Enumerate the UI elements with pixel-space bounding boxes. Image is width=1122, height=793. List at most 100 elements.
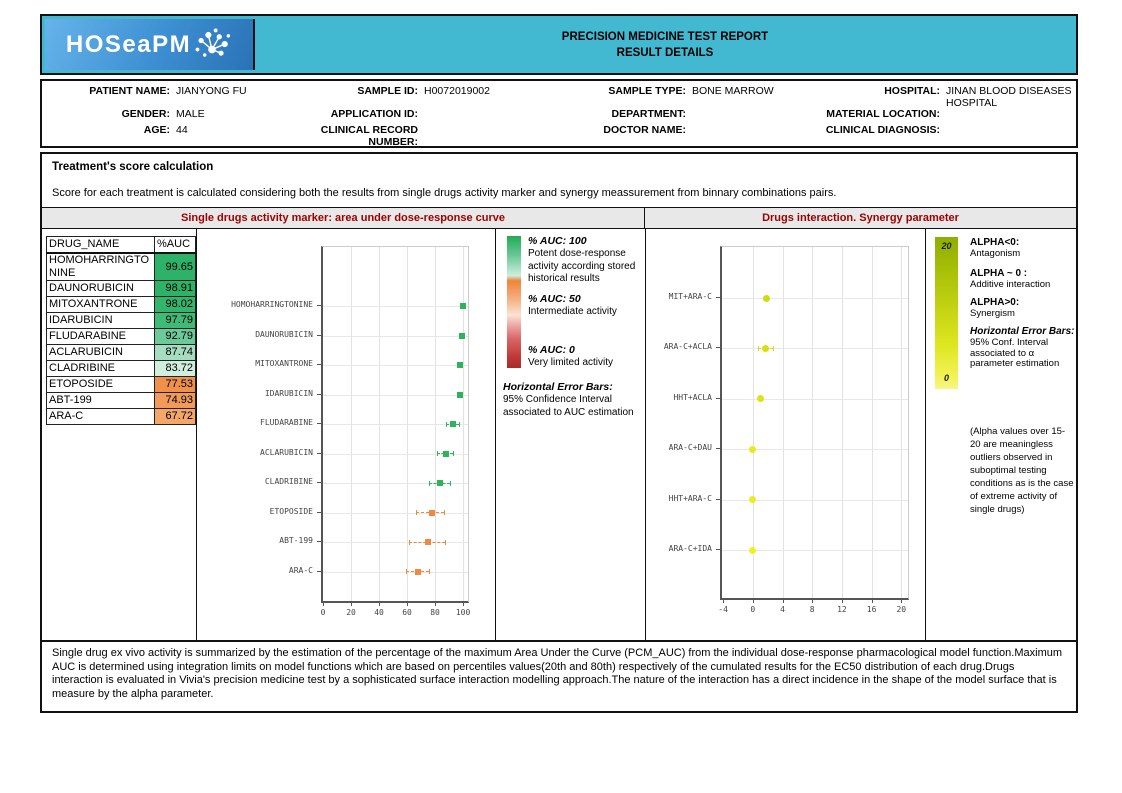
data-point	[414, 568, 421, 575]
treatment-score-box: Treatment's score calculation Score for …	[40, 152, 1078, 713]
table-row: IDARUBICIN 97.79	[45, 312, 196, 329]
x-tick-mark	[841, 599, 843, 603]
drug-name-cell: ETOPOSIDE	[45, 376, 156, 393]
gridline-horizontal	[323, 306, 468, 307]
alpha-color-scale	[935, 237, 958, 389]
gridline-vertical	[841, 247, 843, 598]
y-tick-mark	[317, 511, 321, 513]
table-row: HOMOHARRINGTONINE 99.65	[45, 252, 196, 281]
patient-field-value: 44	[176, 124, 188, 136]
error-bar-cap	[453, 451, 455, 456]
section-description: Score for each treatment is calculated c…	[52, 187, 837, 199]
data-point	[442, 450, 449, 457]
patient-field-label: PATIENT NAME:	[89, 85, 170, 97]
x-tick-label: 20	[896, 605, 907, 614]
data-point	[763, 294, 771, 302]
section-divider	[645, 229, 646, 640]
patient-field-label: APPLICATION ID:	[330, 108, 418, 120]
auc-value-cell: 67.72	[154, 408, 196, 425]
y-tick-mark	[716, 397, 720, 399]
x-tick-mark	[351, 602, 353, 606]
table-row: ARA-C 67.72	[45, 408, 196, 425]
x-tick-mark	[752, 599, 754, 603]
patient-field-value	[946, 109, 1074, 121]
x-tick-label: 0	[750, 605, 756, 614]
auc-value-cell: 83.72	[154, 360, 196, 377]
category-label: ARA-C	[288, 565, 313, 575]
auc-legend-title-0: % AUC: 0	[528, 344, 575, 356]
auc-chart: 0 20 40 60 80 100 HOMOHARRINGTONINE DAUNORUBICI…	[197, 229, 495, 640]
gridline-horizontal	[323, 365, 468, 366]
gridline-horizontal	[323, 335, 468, 337]
x-tick-label: 60	[402, 608, 412, 617]
data-point	[428, 509, 435, 516]
patient-field-label: DEPARTMENT:	[611, 108, 686, 120]
x-tick-mark	[812, 599, 814, 603]
divider	[925, 229, 926, 640]
category-label: ABT-199	[279, 536, 313, 545]
alpha-error-note-desc: 95% Conf. Interval associated to α param…	[970, 337, 1060, 369]
auc-legend-title-50: % AUC: 50	[528, 293, 581, 305]
auc-value-cell: 98.02	[154, 296, 196, 313]
methodology-footer: Single drug ex vivo activity is summariz…	[42, 640, 1076, 711]
x-tick-label: 12	[837, 605, 847, 614]
category-label: ARA-C+IDA	[668, 544, 712, 553]
patient-field-label: CLINICAL RECORD NUMBER:	[320, 124, 418, 148]
x-tick-mark	[901, 599, 903, 603]
gridline-horizontal	[323, 512, 468, 514]
drug-auc-table: DRUG_NAME %AUC HOMOHARRINGTONINE 99.65 DAUNO…	[45, 236, 196, 425]
x-tick-mark	[407, 602, 409, 606]
error-bar-cap	[444, 539, 446, 545]
data-point	[437, 480, 444, 486]
drug-name-cell: DAUNORUBICIN	[45, 280, 156, 297]
y-tick-mark	[716, 297, 720, 298]
gridline-vertical	[901, 247, 903, 598]
auc-value-cell: 87.74	[154, 344, 196, 361]
error-bar-cap	[409, 539, 411, 545]
data-point	[748, 546, 756, 554]
patient-info-box: PATIENT NAME: JIANYONG FU GENDER: MALE AGE: 4…	[40, 79, 1078, 148]
y-tick-mark	[317, 482, 321, 483]
drug-name-cell: ABT-199	[45, 392, 156, 409]
patient-field: CLINICAL RECORD NUMBER:	[282, 124, 522, 148]
data-point	[457, 391, 463, 398]
left-column-header: Single drugs activity marker: area under…	[42, 208, 645, 228]
patient-field: MATERIAL LOCATION:	[792, 108, 1074, 121]
error-bar-cap	[428, 480, 430, 486]
drug-name-cell: IDARUBICIN	[45, 312, 156, 329]
error-bar-cap	[449, 480, 451, 486]
alpha-pos-desc: Synergism	[970, 308, 1015, 319]
drug-table-cell: DRUG_NAME %AUC HOMOHARRINGTONINE 99.65 DAUNO…	[42, 229, 196, 640]
y-tick-mark	[317, 305, 321, 306]
category-label: MITOXANTRONE	[255, 359, 313, 368]
patient-field-value	[424, 125, 522, 148]
data-point	[749, 445, 757, 453]
patient-field: SAMPLE TYPE: BONE MARROW	[542, 85, 782, 98]
error-bar-cap	[416, 510, 418, 515]
x-tick-label: 0	[320, 608, 326, 617]
patient-field: CLINICAL DIAGNOSIS:	[792, 124, 1074, 137]
patient-field-label: SAMPLE ID:	[357, 85, 418, 97]
y-tick-mark	[716, 448, 720, 450]
error-bar-cap	[444, 510, 446, 515]
table-row: ACLARUBICIN 87.74	[45, 344, 196, 361]
patient-field-label: SAMPLE TYPE:	[608, 85, 686, 97]
molecule-icon	[195, 28, 231, 57]
error-bar-cap	[429, 569, 431, 574]
y-tick-mark	[716, 347, 720, 349]
category-label: ARA-C+DAU	[668, 443, 712, 453]
auc-legend-desc-50: Intermediate activity	[528, 306, 617, 317]
data-point	[457, 362, 464, 368]
patient-field-label: CLINICAL DIAGNOSIS:	[825, 124, 940, 136]
plot-area	[720, 246, 909, 600]
x-tick-label: 16	[866, 605, 877, 614]
patient-field-value	[424, 109, 522, 121]
alpha-legend: 20 0 ALPHA<0: Antagonism ALPHA ~ 0 : Add…	[926, 229, 1076, 640]
alpha-pos-title: ALPHA>0:	[970, 297, 1020, 308]
gridline-vertical	[782, 247, 784, 598]
drug-name-cell: ARA-C	[45, 408, 156, 425]
y-tick-mark	[317, 393, 321, 395]
x-tick-mark	[323, 602, 324, 606]
category-label: CLADRIBINE	[264, 477, 313, 486]
